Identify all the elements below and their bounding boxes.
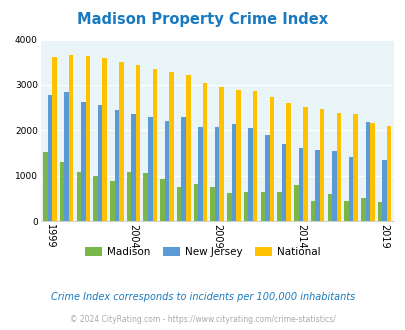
Bar — [68, 54, 73, 221]
Bar — [169, 72, 173, 221]
Bar — [219, 87, 224, 221]
Bar — [148, 117, 152, 221]
Bar — [303, 107, 307, 221]
Bar — [214, 127, 219, 221]
Bar — [85, 56, 90, 221]
Bar — [47, 95, 52, 221]
Bar — [52, 57, 56, 221]
Bar — [81, 102, 85, 221]
Bar — [152, 69, 157, 221]
Bar — [143, 174, 148, 221]
Bar — [231, 124, 236, 221]
Bar — [181, 117, 185, 221]
Bar — [365, 122, 369, 221]
Bar — [98, 105, 102, 221]
Bar — [369, 123, 374, 221]
Bar — [43, 152, 47, 221]
Bar — [277, 192, 281, 221]
Bar — [126, 172, 131, 221]
Bar — [386, 126, 390, 221]
Bar — [343, 201, 348, 221]
Bar — [210, 186, 214, 221]
Bar — [243, 192, 248, 221]
Bar — [260, 192, 264, 221]
Bar — [93, 176, 98, 221]
Bar — [202, 83, 207, 221]
Bar — [331, 151, 336, 221]
Bar — [377, 202, 382, 221]
Bar — [281, 144, 286, 221]
Bar — [119, 62, 123, 221]
Bar — [135, 65, 140, 221]
Bar — [348, 157, 352, 221]
Bar — [60, 162, 64, 221]
Bar — [269, 97, 273, 221]
Bar — [286, 103, 290, 221]
Legend: Madison, New Jersey, National: Madison, New Jersey, National — [81, 243, 324, 261]
Bar — [227, 192, 231, 221]
Bar — [185, 76, 190, 221]
Bar — [352, 114, 357, 221]
Bar — [310, 201, 315, 221]
Bar — [298, 148, 303, 221]
Bar — [382, 160, 386, 221]
Text: Crime Index corresponds to incidents per 100,000 inhabitants: Crime Index corresponds to incidents per… — [51, 292, 354, 302]
Bar — [315, 150, 319, 221]
Bar — [131, 115, 135, 221]
Text: Madison Property Crime Index: Madison Property Crime Index — [77, 12, 328, 26]
Bar — [236, 89, 240, 221]
Bar — [327, 194, 331, 221]
Text: © 2024 CityRating.com - https://www.cityrating.com/crime-statistics/: © 2024 CityRating.com - https://www.city… — [70, 315, 335, 324]
Bar — [64, 92, 68, 221]
Bar — [293, 185, 298, 221]
Bar — [164, 121, 169, 221]
Bar — [319, 110, 324, 221]
Bar — [193, 184, 198, 221]
Bar — [248, 128, 252, 221]
Bar — [252, 91, 257, 221]
Bar — [336, 113, 340, 221]
Bar — [177, 187, 181, 221]
Bar — [114, 110, 119, 221]
Bar — [102, 58, 107, 221]
Bar — [264, 135, 269, 221]
Bar — [160, 179, 164, 221]
Bar — [110, 181, 114, 221]
Bar — [76, 172, 81, 221]
Bar — [198, 127, 202, 221]
Bar — [360, 198, 365, 221]
